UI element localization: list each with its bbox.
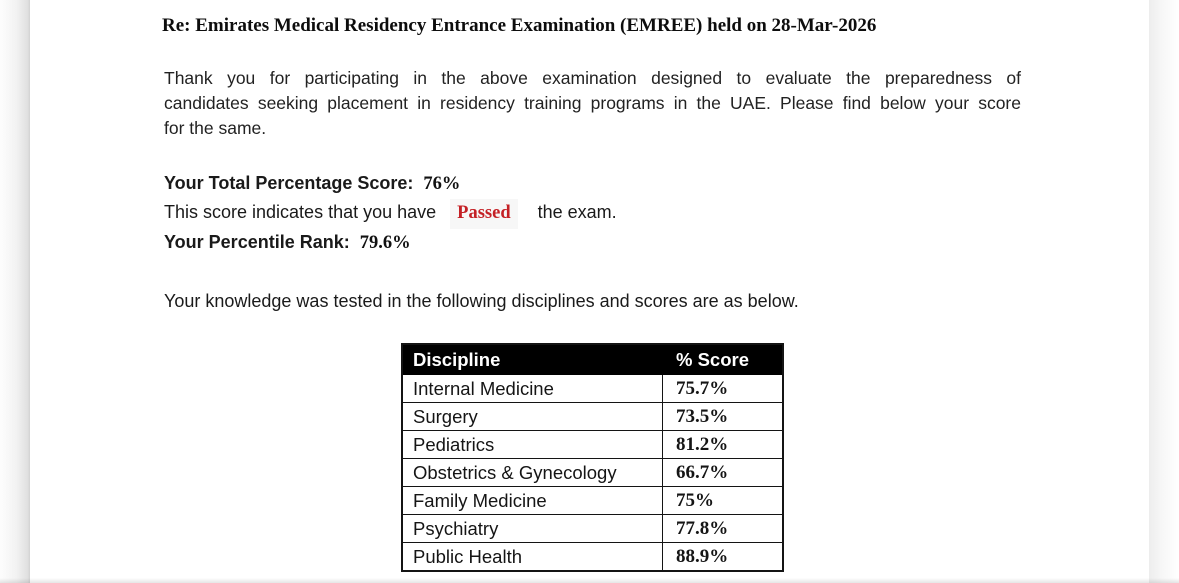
percentile-line: Your Percentile Rank: 79.6%: [164, 229, 1021, 258]
score-cell: 66.7%: [662, 457, 784, 487]
intro-line: candidates seeking placement in residenc…: [164, 93, 1021, 113]
page-left-edge-shadow: [0, 0, 30, 583]
page-right-edge-shadow: [1149, 0, 1179, 583]
result-suffix: the exam.: [537, 201, 617, 222]
discipline-column-header: Discipline: [401, 343, 663, 375]
score-cell: 75.7%: [662, 373, 784, 403]
result-prefix: This score indicates that you have: [164, 201, 437, 222]
total-score-label: Your Total Percentage Score:: [164, 173, 414, 193]
table-row: Internal Medicine 75.7%: [401, 373, 784, 403]
result-line: This score indicates that you have Passed…: [164, 198, 1021, 229]
table-row: Pediatrics 81.2%: [401, 429, 784, 459]
table-row: Obstetrics & Gynecology 66.7%: [401, 457, 784, 487]
discipline-cell: Surgery: [401, 401, 663, 431]
scores-table: Discipline % Score Internal Medicine 75.7…: [401, 342, 784, 572]
table-row: Family Medicine 75%: [401, 485, 784, 515]
result-value: Passed: [450, 198, 518, 229]
total-score-value: 76%: [423, 174, 461, 194]
letter-subject: Re: Emirates Medical Residency Entrance …: [162, 15, 877, 36]
discipline-cell: Public Health: [401, 541, 663, 571]
score-cell: 81.2%: [662, 429, 784, 459]
document-page: Re: Emirates Medical Residency Entrance …: [30, 0, 1149, 583]
intro-paragraph: Thank you for participating in the above…: [164, 66, 1021, 141]
score-cell: 75%: [662, 485, 784, 515]
table-row: Psychiatry 77.8%: [401, 513, 784, 543]
table-row: Public Health 88.9%: [401, 541, 784, 571]
percentile-value: 79.6%: [359, 233, 411, 253]
discipline-cell: Pediatrics: [401, 429, 663, 459]
scores-table-body: Internal Medicine 75.7% Surgery 73.5% Pediat…: [401, 373, 784, 571]
table-row: Surgery 73.5%: [401, 401, 784, 431]
discipline-cell: Family Medicine: [401, 485, 663, 515]
score-cell: 77.8%: [662, 513, 784, 543]
scores-table-header-row: Discipline % Score: [401, 343, 784, 375]
intro-line: for the same.: [164, 118, 267, 138]
score-cell: 88.9%: [662, 541, 784, 571]
score-summary: Your Total Percentage Score: 76% This sco…: [164, 170, 1021, 258]
score-column-header: % Score: [662, 343, 784, 375]
page-bottom-edge-shadow: [0, 578, 1179, 583]
discipline-cell: Internal Medicine: [401, 373, 663, 403]
total-score-line: Your Total Percentage Score: 76%: [164, 170, 1021, 199]
intro-line: Thank you for participating in the above…: [164, 68, 1021, 88]
percentile-label: Your Percentile Rank:: [164, 232, 350, 252]
score-cell: 73.5%: [662, 401, 784, 431]
discipline-cell: Obstetrics & Gynecology: [401, 457, 663, 487]
discipline-cell: Psychiatry: [401, 513, 663, 543]
table-intro-line: Your knowledge was tested in the followi…: [164, 290, 799, 311]
